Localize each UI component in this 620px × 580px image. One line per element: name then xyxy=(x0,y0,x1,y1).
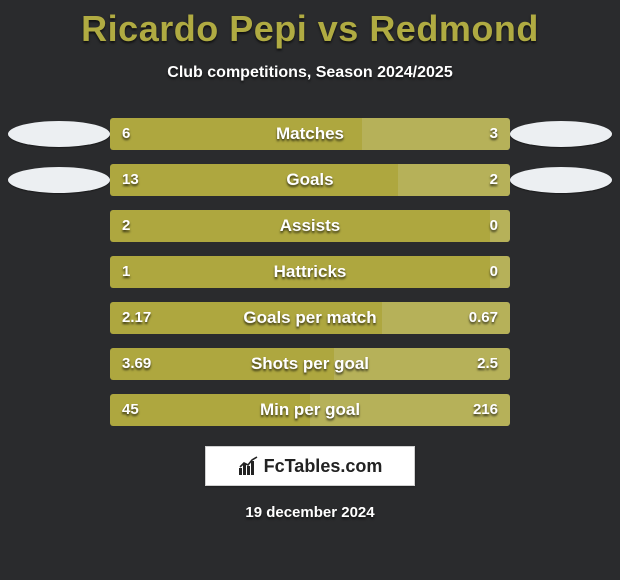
bar-right xyxy=(362,118,510,150)
bar-right xyxy=(310,394,510,426)
title-player2: Redmond xyxy=(369,8,539,49)
bar-right xyxy=(490,256,510,288)
bar-right xyxy=(382,302,510,334)
page-title: Ricardo Pepi vs Redmond xyxy=(0,0,620,50)
bar-track xyxy=(110,394,510,426)
subtitle: Club competitions, Season 2024/2025 xyxy=(0,64,620,82)
bar-track xyxy=(110,118,510,150)
bar-right xyxy=(334,348,510,380)
bar-track xyxy=(110,256,510,288)
bar-left xyxy=(110,302,382,334)
bar-left xyxy=(110,348,334,380)
player-badge-right xyxy=(510,167,612,193)
chart-icon xyxy=(238,456,260,476)
stat-row: Shots per goal3.692.5 xyxy=(0,348,620,380)
bar-left xyxy=(110,394,310,426)
comparison-chart: Matches63 Goals132 Assists20 Hattricks10 Goa… xyxy=(0,118,620,426)
date-text: 19 december 2024 xyxy=(0,504,620,521)
bar-left xyxy=(110,164,398,196)
bar-track xyxy=(110,348,510,380)
footer-brand-text: FcTables.com xyxy=(264,456,383,477)
stat-row: Min per goal45216 xyxy=(0,394,620,426)
stat-row: Matches63 xyxy=(0,118,620,150)
player-badge-left xyxy=(8,167,110,193)
stat-row: Assists20 xyxy=(0,210,620,242)
bar-left xyxy=(110,118,362,150)
footer-logo[interactable]: FcTables.com xyxy=(205,446,415,486)
bar-right xyxy=(398,164,510,196)
bar-left xyxy=(110,210,490,242)
bar-track xyxy=(110,210,510,242)
player-badge-left xyxy=(8,121,110,147)
player-badge-right xyxy=(510,121,612,147)
stat-row: Goals per match2.170.67 xyxy=(0,302,620,334)
bar-track xyxy=(110,302,510,334)
bar-right xyxy=(490,210,510,242)
bar-track xyxy=(110,164,510,196)
stat-row: Hattricks10 xyxy=(0,256,620,288)
title-vs: vs xyxy=(318,8,359,49)
stat-row: Goals132 xyxy=(0,164,620,196)
title-player1: Ricardo Pepi xyxy=(81,8,307,49)
bar-left xyxy=(110,256,490,288)
